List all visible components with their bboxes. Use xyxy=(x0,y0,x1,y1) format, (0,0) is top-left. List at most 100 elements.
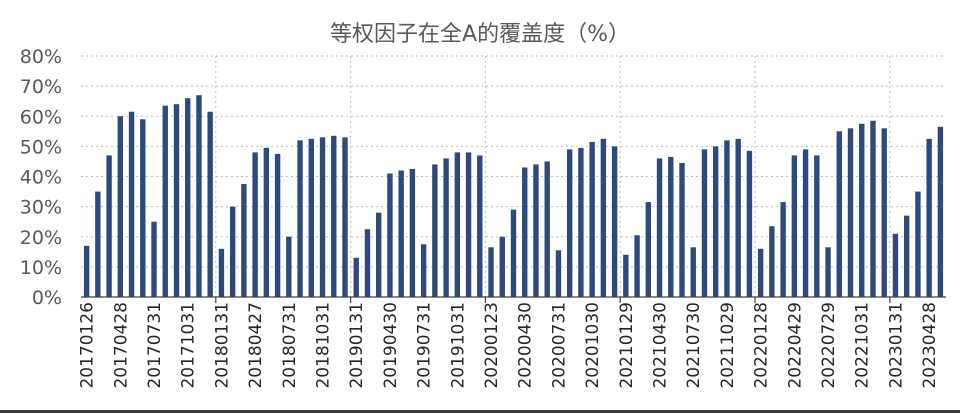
bar xyxy=(566,149,573,297)
bar xyxy=(443,158,449,297)
x-tick-label: 20190131 xyxy=(347,302,367,389)
bar xyxy=(218,248,225,297)
bar xyxy=(274,153,281,297)
chart-title: 等权因子在全A的覆盖度（%） xyxy=(330,22,630,47)
bar xyxy=(106,155,112,297)
bar xyxy=(701,149,708,297)
bar xyxy=(432,164,438,297)
bar xyxy=(859,123,865,297)
bar xyxy=(364,229,371,297)
bar xyxy=(83,245,90,297)
bar xyxy=(757,248,764,297)
bar xyxy=(544,161,550,297)
x-tick-label: 20200430 xyxy=(516,302,536,389)
y-tick-label: 70% xyxy=(20,76,62,98)
bar xyxy=(308,138,314,297)
bar xyxy=(668,156,674,297)
bar xyxy=(746,150,753,297)
bar xyxy=(319,137,326,297)
x-tick-label: 20210129 xyxy=(617,302,637,389)
bar xyxy=(690,247,696,297)
x-tick-label: 20190430 xyxy=(381,302,401,389)
bar xyxy=(353,257,359,297)
x-tick-label: 20170731 xyxy=(145,302,165,389)
bar xyxy=(510,209,517,297)
bar xyxy=(735,138,741,297)
bar xyxy=(836,131,842,297)
x-tick-label: 20190731 xyxy=(415,302,435,389)
bar xyxy=(903,215,910,297)
bar xyxy=(409,168,416,297)
y-tick-label: 0% xyxy=(32,287,62,309)
x-tick-label: 20220429 xyxy=(785,302,805,389)
bar xyxy=(465,152,472,297)
bar xyxy=(229,206,236,297)
bar xyxy=(387,173,393,297)
bar xyxy=(892,233,899,297)
bar xyxy=(117,116,124,297)
y-tick-label: 80% xyxy=(20,46,62,68)
bar xyxy=(420,244,427,297)
bar xyxy=(477,155,483,297)
bar xyxy=(791,155,798,297)
bar xyxy=(263,147,270,297)
bar xyxy=(151,221,157,297)
bar xyxy=(926,138,932,297)
y-tick-label: 30% xyxy=(20,197,62,219)
x-tick-label: 20181031 xyxy=(314,302,334,389)
x-tick-label: 20191031 xyxy=(448,302,468,389)
bars xyxy=(83,95,944,297)
bar xyxy=(185,98,191,297)
bar xyxy=(95,191,101,297)
bar xyxy=(937,126,944,297)
x-tick-label: 20230131 xyxy=(886,302,906,389)
x-axis-ticks: 20170126 20170428 20170731 20171031 20180131… xyxy=(78,302,941,389)
bar xyxy=(847,128,854,297)
bar xyxy=(600,138,607,297)
gridlines xyxy=(81,55,946,303)
x-tick-label: 20221031 xyxy=(853,302,873,389)
bar xyxy=(634,235,640,297)
x-tick-label: 20180731 xyxy=(280,302,300,389)
x-tick-label: 20170428 xyxy=(111,302,131,389)
bar xyxy=(252,152,258,297)
x-tick-label: 20211029 xyxy=(718,302,738,389)
bar xyxy=(522,167,528,297)
y-tick-label: 20% xyxy=(20,227,62,249)
x-tick-label: 20200731 xyxy=(549,302,569,389)
x-tick-label: 20180131 xyxy=(212,302,232,389)
bar xyxy=(555,250,562,297)
bar xyxy=(398,170,404,297)
x-tick-label: 20220729 xyxy=(819,302,839,389)
y-tick-label: 40% xyxy=(20,167,62,189)
bar xyxy=(207,111,213,297)
x-tick-label: 20210430 xyxy=(651,302,671,389)
y-tick-label: 50% xyxy=(20,136,62,158)
bar xyxy=(814,155,820,297)
bar xyxy=(825,247,831,297)
x-tick-label: 20171031 xyxy=(179,302,199,389)
bottom-border xyxy=(0,410,960,413)
bar xyxy=(769,226,775,297)
bar xyxy=(140,119,146,297)
bar xyxy=(499,236,505,297)
bar xyxy=(724,140,730,297)
bar xyxy=(241,184,247,297)
bar xyxy=(915,191,921,297)
x-tick-label: 20200123 xyxy=(482,302,502,389)
bar xyxy=(623,254,629,297)
x-tick-label: 20180427 xyxy=(246,302,266,389)
y-axis-ticks: 0% 10% 20% 30% 40% 50% 60% 70% 80% xyxy=(20,46,62,309)
bar xyxy=(162,105,168,297)
bar xyxy=(196,95,202,297)
bar xyxy=(780,202,786,297)
bar xyxy=(881,128,887,297)
bar xyxy=(870,120,876,297)
bar xyxy=(656,158,663,297)
x-tick-label: 20170126 xyxy=(78,302,98,389)
bar xyxy=(802,149,809,297)
y-tick-label: 10% xyxy=(20,257,62,279)
bar xyxy=(488,247,494,297)
bar xyxy=(578,147,584,297)
